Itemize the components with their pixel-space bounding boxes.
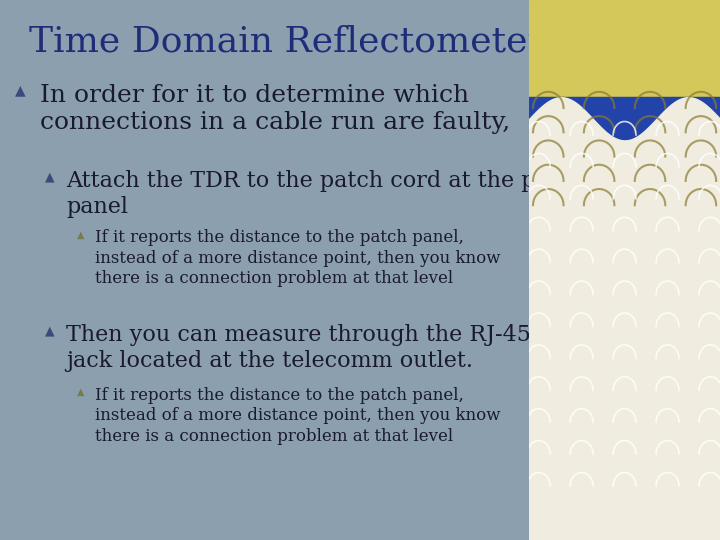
Text: ▲: ▲ — [15, 84, 25, 98]
Bar — [529, 97, 720, 151]
Text: ▲: ▲ — [77, 387, 84, 397]
Text: ▲: ▲ — [45, 324, 55, 337]
Text: If it reports the distance to the patch panel,
instead of a more distance point,: If it reports the distance to the patch … — [95, 230, 500, 287]
Bar — [529, 151, 720, 205]
Text: ▲: ▲ — [45, 170, 55, 183]
Text: Time Domain Reflectometers: Time Domain Reflectometers — [29, 24, 563, 58]
Text: In order for it to determine which
connections in a cable run are faulty,: In order for it to determine which conne… — [40, 84, 510, 134]
Text: Then you can measure through the RJ-45
jack located at the telecomm outlet.: Then you can measure through the RJ-45 j… — [66, 324, 531, 372]
Bar — [529, 0, 720, 97]
Bar — [529, 97, 720, 540]
Text: ▲: ▲ — [77, 230, 84, 240]
Text: Attach the TDR to the patch cord at the patch
panel: Attach the TDR to the patch cord at the … — [66, 170, 585, 218]
Text: If it reports the distance to the patch panel,
instead of a more distance point,: If it reports the distance to the patch … — [95, 387, 500, 444]
